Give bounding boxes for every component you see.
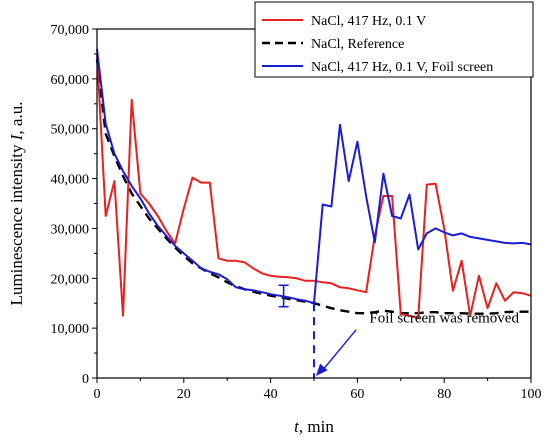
legend-label-nacl-417hz: NaCl, 417 Hz, 0.1 V [311,14,426,29]
x-tick-label: 0 [94,387,101,402]
annotation-arrow-head [316,363,328,376]
series-line-2 [96,48,532,305]
series-line-0 [96,53,532,320]
y-tick-label: 40,000 [51,173,90,188]
y-tick-label: 10,000 [51,322,90,337]
x-tick-label: 40 [264,387,278,402]
y-tick-label: 20,000 [51,272,90,287]
x-tick-label: 60 [350,387,364,402]
y-axis-unit: , a.u. [7,102,26,135]
x-tick-label: 20 [177,387,191,402]
y-axis-text: Luminescence intensity [7,140,26,305]
annotation-arrow-shaft [321,329,357,372]
y-axis-var: I [7,133,26,141]
series-line-1 [95,58,531,315]
legend: NaCl, 417 Hz, 0.1 V NaCl, Reference NaCl… [254,1,534,78]
y-tick-label: 70,000 [51,23,90,38]
x-tick-label: 80 [437,387,451,402]
x-tick-label: 100 [521,387,542,402]
legend-box [254,1,534,78]
y-axis-label: Luminescence intensity I, a.u. [7,102,26,306]
y-tick-label: 0 [82,372,89,387]
legend-label-nacl-reference: NaCl, Reference [311,37,404,52]
y-tick-label: 50,000 [51,123,90,138]
y-tick-label: 60,000 [51,73,90,88]
y-tick-label: 30,000 [51,222,90,237]
x-axis-var: t [294,417,300,436]
x-axis-unit: , min [299,417,334,436]
x-axis-label: t, min [294,417,334,436]
legend-label-nacl-foil-screen: NaCl, 417 Hz, 0.1 V, Foil screen [311,60,493,75]
annotation-foil-removed: Foil screen was removed [369,311,519,327]
